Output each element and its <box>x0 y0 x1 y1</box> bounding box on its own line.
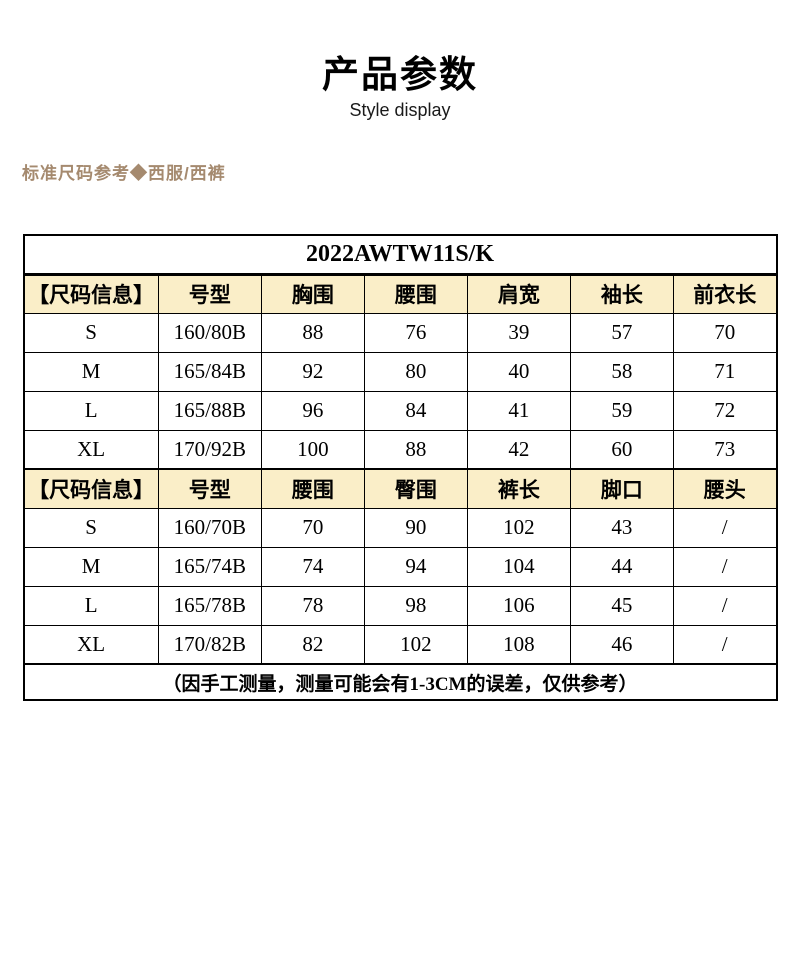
table-cell: 45 <box>569 585 674 626</box>
table-row: XL 170/92B 100 88 42 60 73 <box>23 429 778 470</box>
table-cell: 100 <box>260 429 365 470</box>
table-cell: 60 <box>569 429 674 470</box>
column-header: 号型 <box>157 273 262 314</box>
model-number: 2022AWTW11S/K <box>23 234 777 276</box>
table-cell: 170/82B <box>157 624 262 665</box>
column-header: 腰头 <box>672 468 778 509</box>
table-row: 【尺码信息】 号型 胸围 腰围 肩宽 袖长 前衣长 <box>23 273 778 314</box>
column-header: 袖长 <box>569 273 674 314</box>
table-cell: 165/78B <box>157 585 262 626</box>
table-cell: 104 <box>466 546 571 587</box>
size-reference-label: 标准尺码参考◆西服/西裤 <box>22 164 226 183</box>
table-cell: XL <box>23 429 159 470</box>
table-cell: / <box>672 624 778 665</box>
page-subtitle: Style display <box>349 100 451 120</box>
table-cell: 94 <box>363 546 468 587</box>
table-cell: 59 <box>569 390 674 431</box>
table-cell: 88 <box>260 312 365 353</box>
column-header: 号型 <box>157 468 262 509</box>
table-cell: 106 <box>466 585 571 626</box>
table-cell: M <box>23 351 159 392</box>
size-chart-table: 2022AWTW11S/K 【尺码信息】 号型 胸围 腰围 肩宽 袖长 前衣长 … <box>22 234 778 701</box>
table-cell: XL <box>23 624 159 665</box>
table-cell: 39 <box>466 312 571 353</box>
column-header: 前衣长 <box>672 273 778 314</box>
table-row: 2022AWTW11S/K <box>23 234 777 276</box>
table-cell: 165/74B <box>157 546 262 587</box>
table-cell: 73 <box>672 429 778 470</box>
table-cell: 84 <box>363 390 468 431</box>
table-row: S 160/70B 70 90 102 43 / <box>23 507 778 548</box>
column-header: 腰围 <box>363 273 468 314</box>
table-cell: 57 <box>569 312 674 353</box>
table-cell: 165/84B <box>157 351 262 392</box>
table-cell: 160/80B <box>157 312 262 353</box>
table-cell: 43 <box>569 507 674 548</box>
table-cell: 90 <box>363 507 468 548</box>
table-cell: 72 <box>672 390 778 431</box>
table-cell: 44 <box>569 546 674 587</box>
table-cell: L <box>23 390 159 431</box>
column-header: 臀围 <box>363 468 468 509</box>
table-cell: 40 <box>466 351 571 392</box>
table-cell: 102 <box>466 507 571 548</box>
table-row: S 160/80B 88 76 39 57 70 <box>23 312 778 353</box>
table-cell: / <box>672 546 778 587</box>
table-cell: / <box>672 585 778 626</box>
table-cell: 92 <box>260 351 365 392</box>
table-cell: 71 <box>672 351 778 392</box>
table-cell: 74 <box>260 546 365 587</box>
table-cell: 80 <box>363 351 468 392</box>
page-title: 产品参数 <box>322 54 478 95</box>
measurement-disclaimer: （因手工测量，测量可能会有1-3CM的误差，仅供参考） <box>23 663 777 701</box>
column-header: 【尺码信息】 <box>23 273 159 314</box>
table-row: M 165/74B 74 94 104 44 / <box>23 546 778 587</box>
table-row: L 165/88B 96 84 41 59 72 <box>23 390 778 431</box>
table-cell: 42 <box>466 429 571 470</box>
column-header: 裤长 <box>466 468 571 509</box>
table-row: 【尺码信息】 号型 腰围 臀围 裤长 脚口 腰头 <box>23 468 778 509</box>
table-cell: 76 <box>363 312 468 353</box>
table-cell: / <box>672 507 778 548</box>
table-row: （因手工测量，测量可能会有1-3CM的误差，仅供参考） <box>23 663 777 701</box>
table-cell: 58 <box>569 351 674 392</box>
table-row: M 165/84B 92 80 40 58 71 <box>23 351 778 392</box>
table-cell: 70 <box>260 507 365 548</box>
table-cell: 96 <box>260 390 365 431</box>
table-cell: S <box>23 312 159 353</box>
table-cell: L <box>23 585 159 626</box>
table-cell: 98 <box>363 585 468 626</box>
table-row: L 165/78B 78 98 106 45 / <box>23 585 778 626</box>
column-header: 肩宽 <box>466 273 571 314</box>
column-header: 腰围 <box>260 468 365 509</box>
table-cell: 78 <box>260 585 365 626</box>
table-cell: 165/88B <box>157 390 262 431</box>
table-cell: 46 <box>569 624 674 665</box>
column-header: 脚口 <box>569 468 674 509</box>
column-header: 胸围 <box>260 273 365 314</box>
table-row: XL 170/82B 82 102 108 46 / <box>23 624 778 665</box>
column-header: 【尺码信息】 <box>23 468 159 509</box>
table-cell: 82 <box>260 624 365 665</box>
table-cell: S <box>23 507 159 548</box>
table-cell: 102 <box>363 624 468 665</box>
table-cell: M <box>23 546 159 587</box>
table-cell: 170/92B <box>157 429 262 470</box>
table-cell: 88 <box>363 429 468 470</box>
table-cell: 41 <box>466 390 571 431</box>
table-cell: 160/70B <box>157 507 262 548</box>
table-cell: 108 <box>466 624 571 665</box>
table-cell: 70 <box>672 312 778 353</box>
